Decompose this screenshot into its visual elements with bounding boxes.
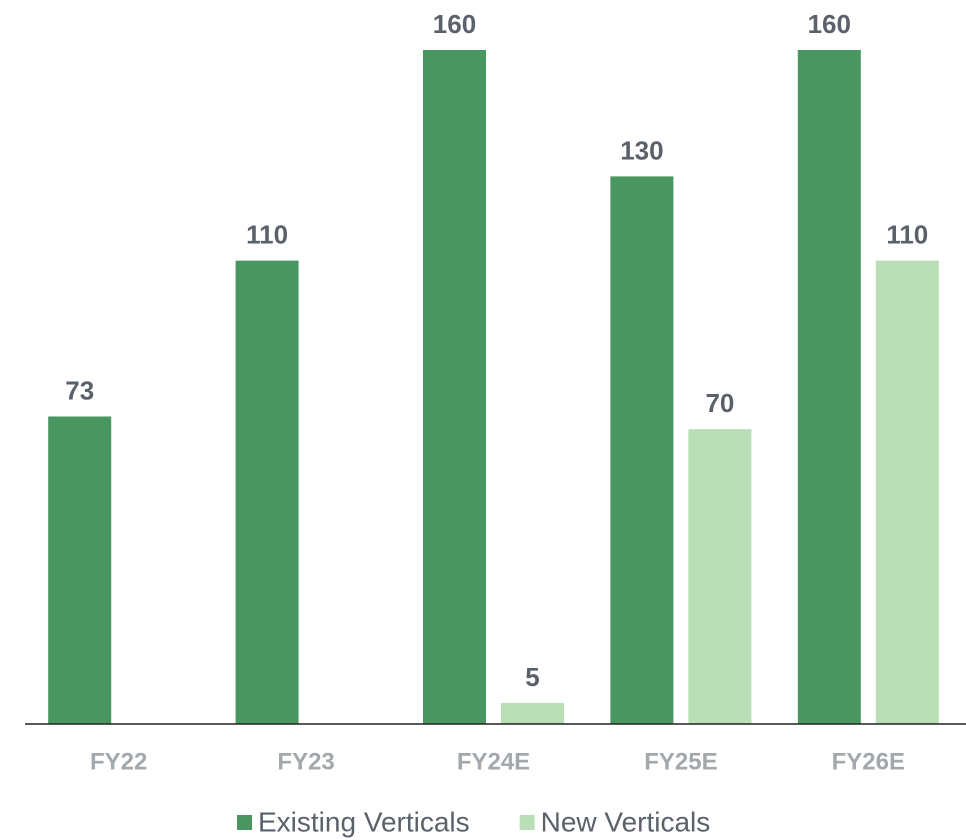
x-tick-label: FY23 [277,748,334,775]
bar [48,416,112,724]
bar [423,50,486,724]
data-label: 160 [433,9,476,39]
legend-swatch [519,815,535,830]
legend-label: New Verticals [541,806,711,837]
legend-label: Existing Verticals [258,806,470,837]
bar [797,50,861,724]
x-tick-label: FY24E [457,748,530,775]
x-tick-label: FY22 [90,748,147,775]
data-label: 70 [705,388,734,418]
data-label: 160 [808,9,851,39]
bar [235,260,299,724]
x-tick-label: FY25E [644,748,717,775]
data-label: 130 [620,135,663,165]
data-label: 110 [246,220,288,250]
bar [875,260,939,724]
legend-swatch [237,815,252,830]
x-tick-label: FY26E [832,748,905,775]
data-label: 110 [886,220,928,250]
bar [501,702,564,724]
bar [610,176,674,724]
data-label: 73 [65,375,94,405]
bar [688,429,752,724]
data-label: 5 [525,662,539,692]
